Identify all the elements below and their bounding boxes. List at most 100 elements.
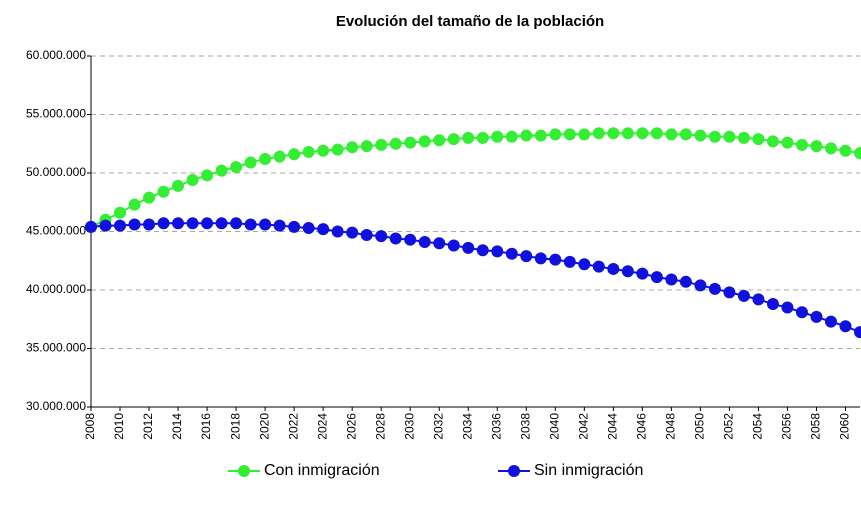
x-tick-label: 2056 [780,413,794,440]
marker [288,148,301,161]
y-tick-label: 50.000.000 [26,165,86,179]
marker [592,260,605,273]
marker [824,315,837,328]
x-tick-label: 2034 [460,413,474,440]
marker [259,218,272,231]
marker [549,128,562,141]
marker [824,142,837,155]
marker [737,289,750,302]
marker [723,130,736,143]
marker [244,156,257,169]
marker [157,185,170,198]
marker [520,129,533,142]
marker [418,236,431,249]
marker [766,298,779,311]
y-tick-label: 55.000.000 [26,107,86,121]
legend-label: Con inmigración [264,462,380,479]
marker [607,127,620,140]
marker [360,229,373,242]
marker [563,255,576,268]
x-tick-label: 2048 [664,413,678,440]
marker [186,217,199,230]
marker [505,130,518,143]
marker [578,258,591,271]
marker [795,138,808,151]
marker [636,267,649,280]
marker [447,133,460,146]
marker [128,218,141,231]
marker [201,217,214,230]
marker [534,252,547,265]
marker [708,130,721,143]
marker [244,218,257,231]
x-tick-label: 2050 [693,413,707,440]
legend-marker [508,465,520,477]
marker [854,326,861,339]
marker [694,129,707,142]
marker [186,174,199,187]
marker [143,191,156,204]
marker [259,152,272,165]
marker [302,145,315,158]
marker [839,320,852,333]
marker [679,128,692,141]
marker [505,247,518,260]
x-tick-label: 2058 [809,413,823,440]
marker [650,127,663,140]
x-tick-label: 2032 [431,413,445,440]
x-tick-label: 2040 [547,413,561,440]
marker [447,239,460,252]
marker [810,140,823,153]
marker [462,241,475,254]
marker [215,164,228,177]
marker [476,131,489,144]
marker [534,129,547,142]
marker [723,286,736,299]
marker [694,279,707,292]
marker [476,244,489,257]
marker [491,245,504,258]
marker [331,143,344,156]
marker [433,134,446,147]
marker [737,131,750,144]
marker [766,135,779,148]
marker [346,141,359,154]
y-tick-label: 60.000.000 [26,48,86,62]
y-tick-label: 45.000.000 [26,224,86,238]
marker [795,306,808,319]
x-tick-label: 2044 [606,413,620,440]
marker [781,301,794,314]
marker [230,217,243,230]
marker [810,310,823,323]
marker [418,135,431,148]
marker [128,198,141,211]
marker [114,206,127,219]
marker [621,265,634,278]
x-tick-label: 2018 [228,413,242,440]
marker [679,275,692,288]
marker [99,219,112,232]
marker [157,217,170,230]
marker [172,217,185,230]
x-tick-label: 2010 [112,413,126,440]
marker [433,237,446,250]
x-tick-label: 2020 [257,413,271,440]
marker [215,217,228,230]
marker [331,225,344,238]
series-line [90,222,861,334]
legend-label: Sin inmigración [534,462,643,479]
marker [346,226,359,239]
marker [462,131,475,144]
x-tick-label: 2042 [576,413,590,440]
marker [665,128,678,141]
marker [752,133,765,146]
marker [114,219,127,232]
x-tick-label: 2036 [489,413,503,440]
y-tick-label: 40.000.000 [26,282,86,296]
x-tick-label: 2024 [315,413,329,440]
marker [781,136,794,149]
marker [491,130,504,143]
marker [607,262,620,275]
marker [375,230,388,243]
x-tick-label: 2016 [199,413,213,440]
